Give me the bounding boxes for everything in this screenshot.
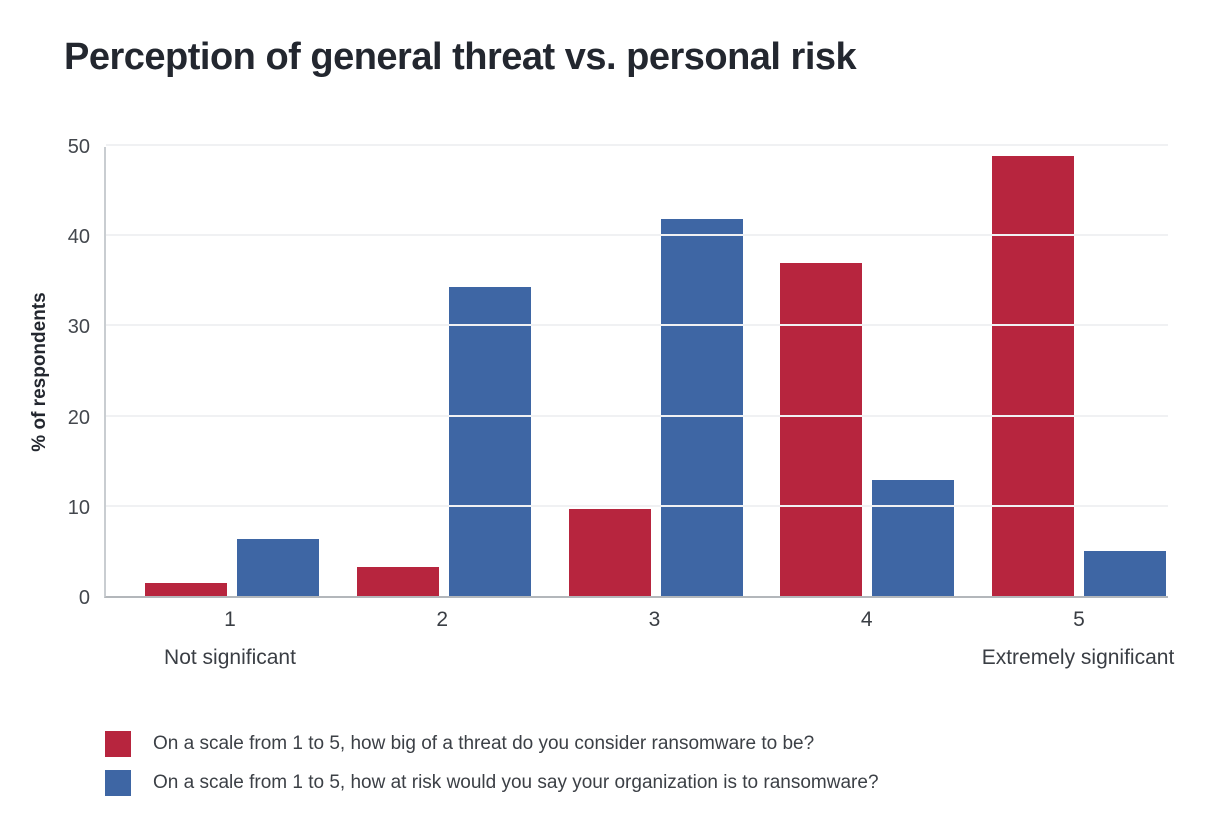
legend-swatch-risk (105, 770, 131, 796)
bar-group-1 (145, 539, 319, 596)
gridline-30 (106, 324, 1168, 327)
legend-item-threat: On a scale from 1 to 5, how big of a thr… (105, 731, 879, 757)
bar-series1-x2 (448, 286, 531, 596)
x-tick-label-1: 1 (224, 608, 236, 631)
x-axis-labels: 1 2 3 4 5 (104, 608, 1168, 632)
legend-label-risk: On a scale from 1 to 5, how at risk woul… (153, 772, 879, 793)
y-tick-label-50: 50 (67, 136, 90, 158)
legend-swatch-threat (105, 731, 131, 757)
bar-series0-x5 (992, 155, 1074, 596)
chart-title: Perception of general threat vs. persona… (64, 36, 857, 78)
bar-group-4 (780, 263, 955, 596)
bar-series0-x4 (780, 263, 863, 596)
y-axis-label: % of respondents (29, 292, 50, 452)
plot-area (104, 144, 1168, 598)
gridline-50 (106, 144, 1168, 146)
y-tick-label-40: 40 (67, 226, 90, 249)
axis-caption-not-significant: Not significant (164, 646, 296, 669)
legend-item-risk: On a scale from 1 to 5, how at risk woul… (105, 770, 879, 796)
legend: On a scale from 1 to 5, how big of a thr… (105, 731, 879, 809)
y-tick-label-10: 10 (67, 496, 90, 519)
bar-group-5 (992, 155, 1166, 596)
gridline-20 (106, 414, 1168, 417)
bar-series1-x3 (660, 218, 743, 596)
bar-group-2 (356, 286, 531, 596)
y-tick-label-20: 20 (67, 406, 90, 429)
bar-series1-x1 (237, 539, 319, 596)
bar-series0-x3 (568, 509, 651, 596)
bar-series0-x1 (145, 583, 227, 596)
x-tick-label-2: 2 (436, 608, 449, 631)
y-tick-label-30: 30 (67, 316, 90, 339)
gridline-40 (106, 234, 1168, 237)
x-tick-label-5: 5 (1073, 608, 1085, 631)
bar-series0-x2 (356, 567, 439, 596)
bars-container (106, 147, 1168, 596)
legend-label-threat: On a scale from 1 to 5, how big of a thr… (153, 733, 815, 754)
bar-series1-x4 (872, 479, 955, 596)
gridline-10 (106, 504, 1168, 507)
axis-caption-extremely-significant: Extremely significant (981, 646, 1175, 669)
bar-series1-x5 (1084, 550, 1166, 596)
x-tick-label-4: 4 (860, 608, 873, 631)
y-tick-label-0: 0 (78, 587, 90, 609)
bar-group-3 (568, 218, 743, 596)
x-tick-label-3: 3 (648, 608, 661, 631)
